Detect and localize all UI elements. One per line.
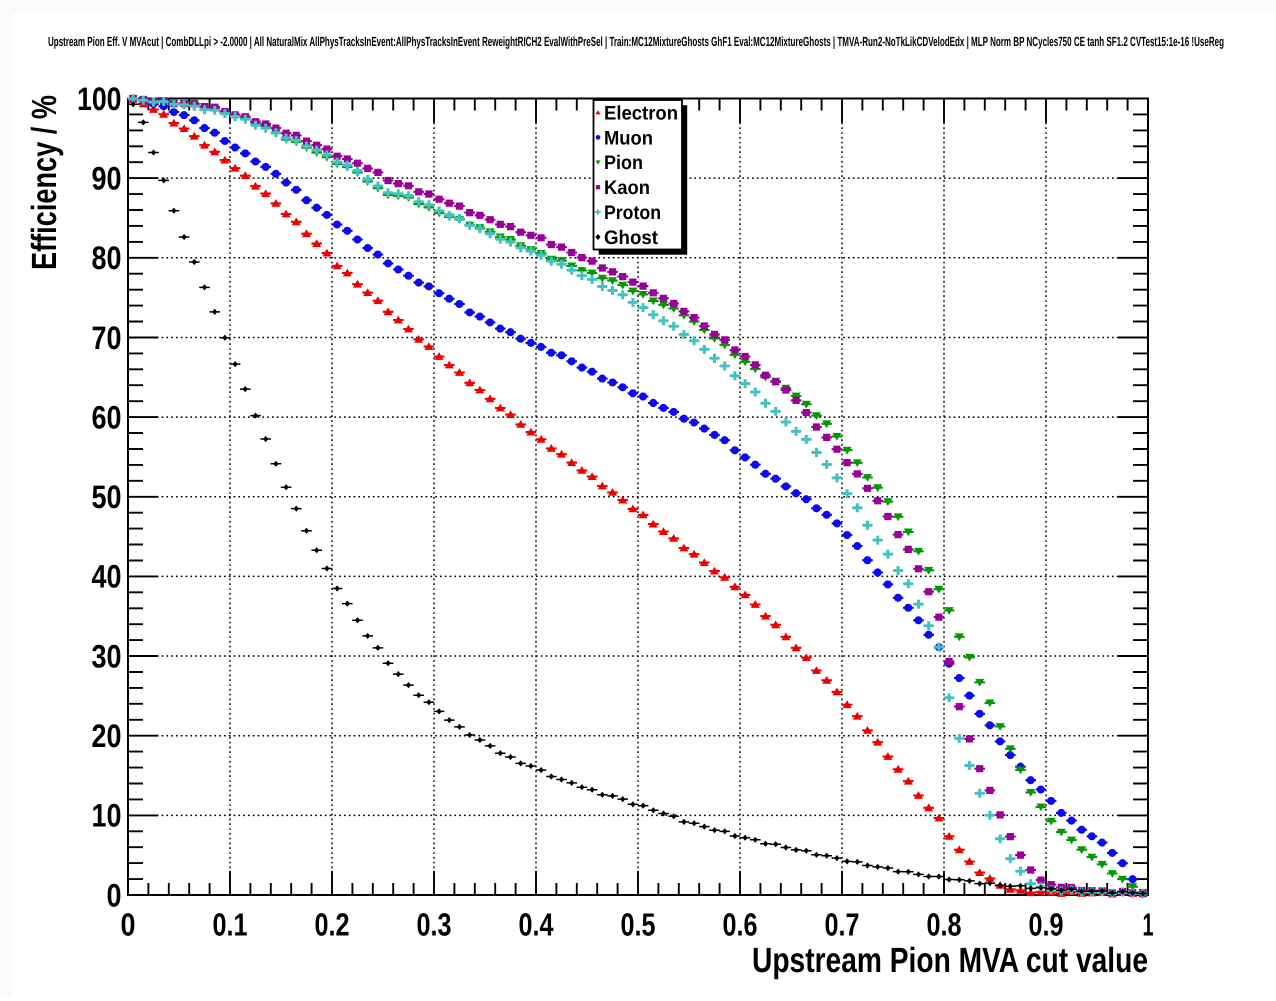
svg-text:Ghost: Ghost [604,227,658,249]
svg-text:Muon: Muon [604,127,653,149]
svg-text:Pion: Pion [604,152,643,174]
svg-text:10: 10 [92,798,122,834]
svg-text:Upstream Pion MVA cut value: Upstream Pion MVA cut value [752,941,1148,980]
svg-text:70: 70 [92,320,122,356]
svg-text:Efficiency / %: Efficiency / % [25,95,64,270]
svg-text:Kaon: Kaon [604,177,650,199]
svg-text:50: 50 [92,479,122,515]
svg-text:Upstream Pion Eff. V MVAcut |: Upstream Pion Eff. V MVAcut | CombDLLpi … [48,34,1224,49]
svg-text:0.4: 0.4 [519,907,554,943]
svg-text:0.6: 0.6 [723,907,758,943]
svg-text:100: 100 [77,81,122,117]
svg-text:0.8: 0.8 [927,907,962,943]
svg-text:40: 40 [92,559,122,595]
svg-text:0: 0 [121,907,136,943]
svg-text:30: 30 [92,638,122,674]
svg-text:0.7: 0.7 [825,907,860,943]
svg-text:0.5: 0.5 [621,907,656,943]
svg-text:90: 90 [92,160,122,196]
svg-text:Electron: Electron [604,102,678,124]
svg-text:Proton: Proton [604,202,661,224]
svg-text:20: 20 [92,718,122,754]
svg-text:80: 80 [92,240,122,276]
svg-text:0.9: 0.9 [1029,907,1064,943]
svg-text:1: 1 [1143,907,1154,943]
svg-text:60: 60 [92,399,122,435]
svg-text:0: 0 [107,877,122,913]
svg-text:0.1: 0.1 [213,907,248,943]
svg-text:0.3: 0.3 [417,907,452,943]
svg-text:0.2: 0.2 [315,907,350,943]
